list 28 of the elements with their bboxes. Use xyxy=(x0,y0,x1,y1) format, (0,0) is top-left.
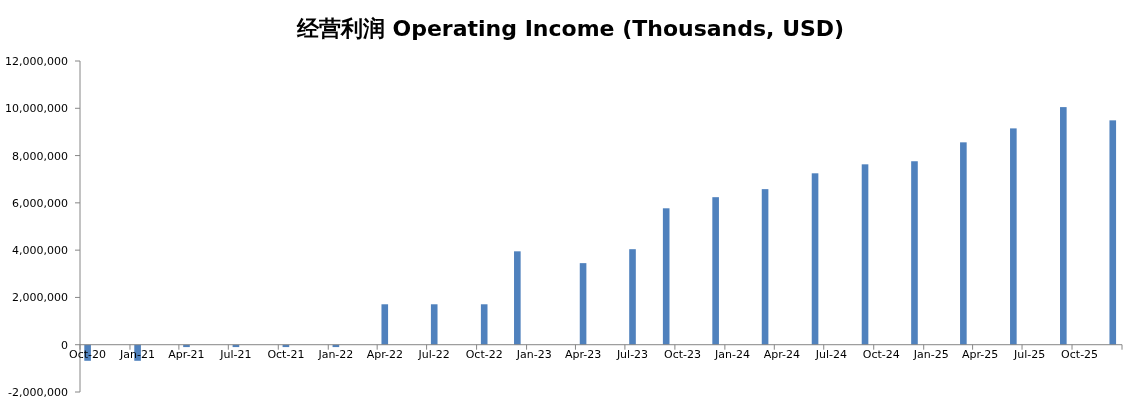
x-tick-label: Oct-22 xyxy=(465,347,503,361)
y-tick-label: 12,000,000 xyxy=(5,55,68,68)
y-tick-label: -2,000,000 xyxy=(8,386,68,399)
x-tick-label: Apr-22 xyxy=(366,347,403,361)
y-tick-label: 6,000,000 xyxy=(12,196,68,210)
x-tick-label: Jan-24 xyxy=(714,347,750,361)
x-tick-label: Jul-25 xyxy=(1013,347,1046,361)
x-tick-label: Oct-21 xyxy=(267,347,305,361)
x-tick-label: Apr-21 xyxy=(168,347,205,361)
x-tick-label: Apr-23 xyxy=(564,347,602,361)
x-tick-label: Jul-23 xyxy=(615,347,649,361)
y-tick-label: 10,000,000 xyxy=(5,102,68,116)
x-tick-label: Jul-21 xyxy=(219,347,252,361)
x-tick-label: Jan-25 xyxy=(912,347,949,361)
y-tick-label: 4,000,000 xyxy=(12,244,68,258)
x-tick-label: Jan-23 xyxy=(515,347,552,361)
x-tick-label: Oct-25 xyxy=(1061,347,1099,361)
x-tick-label: Oct-24 xyxy=(862,347,900,361)
y-tick-label: 8,000,000 xyxy=(12,149,68,163)
x-tick-label: Jul-24 xyxy=(814,347,847,361)
x-tick-label: Apr-24 xyxy=(763,347,801,361)
y-tick-label: 0 xyxy=(61,338,68,352)
x-tick-label: Jul-22 xyxy=(417,347,450,361)
x-tick-label: Apr-25 xyxy=(962,347,999,361)
x-tick-label: Oct-23 xyxy=(663,347,701,361)
title: 经营利润 Operating Income (Thousands, USD) xyxy=(296,16,845,41)
x-tick-label: Jan-22 xyxy=(317,347,354,361)
y-tick-label: 2,000,000 xyxy=(12,291,68,305)
